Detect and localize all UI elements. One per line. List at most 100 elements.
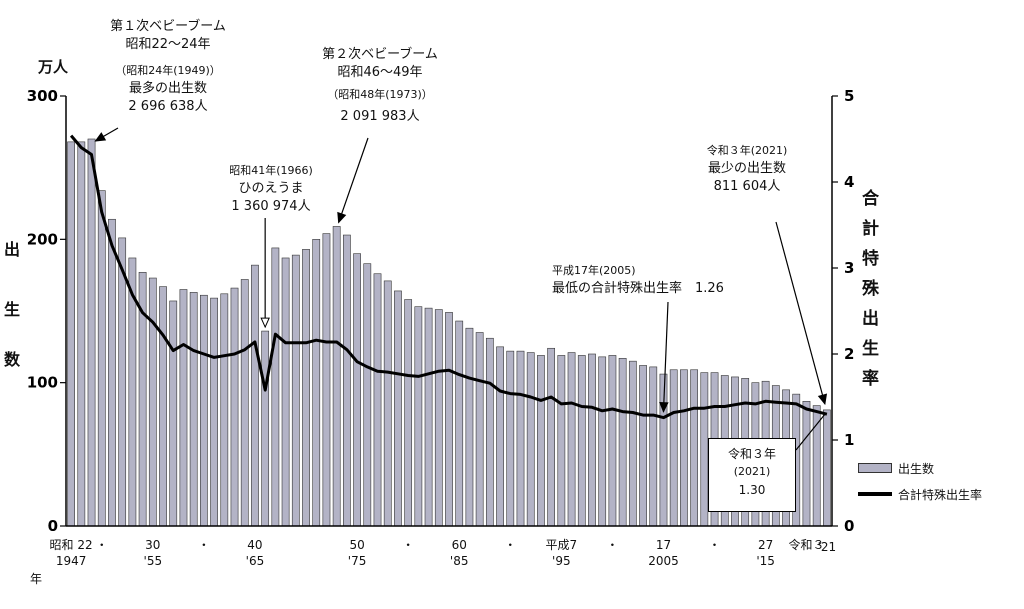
birth-bar [363, 263, 372, 527]
x-tick-label: 平成7'95 [531, 538, 591, 568]
birth-bar [649, 366, 658, 527]
birth-bar [404, 299, 413, 527]
annotation-text: 第１次ベビーブーム [110, 19, 226, 34]
annotation-text: 2 091 983人 [340, 109, 420, 124]
birth-bar [577, 355, 586, 527]
birth-bar [261, 330, 270, 527]
annotation-text: 平成17年(2005) [552, 264, 636, 277]
annotation-text: 昭和41年(1966) [229, 164, 313, 177]
annotation-text: 1 360 974人 [231, 199, 311, 214]
x-tick-label: ・ [378, 538, 438, 554]
birth-bar [567, 352, 576, 527]
birth-bar [700, 372, 709, 527]
right-tick-label: 4 [844, 173, 854, 191]
tfr-line-group [69, 134, 828, 420]
x-tick-label: '21 [797, 538, 857, 554]
left-tick-label: 0 [48, 517, 58, 535]
birth-bar [281, 257, 290, 527]
x-tick-era: 30 [145, 538, 161, 552]
left-tick-label: 200 [27, 230, 58, 248]
annotation-text: 令和３年 [727, 447, 776, 461]
birth-bar [414, 306, 423, 527]
x-tick-era: ・ [708, 538, 721, 552]
legend-label: 合計特殊出生率 [898, 487, 983, 502]
annotation-arrow-head [94, 132, 107, 142]
x-tick-label: 60'85 [429, 538, 489, 568]
annotation-text: 2 696 638人 [128, 99, 208, 114]
birth-bar [475, 332, 484, 527]
birth-bars [67, 138, 831, 527]
annotation-min2021: 令和３年(2021) 最少の出生数 811 604人 [682, 142, 812, 196]
birth-bar [383, 280, 392, 527]
annotation-arrow-line [775, 221, 826, 405]
birth-bar [342, 234, 351, 527]
right-axis-label-char: 特 [862, 249, 879, 269]
birth-bar [823, 409, 831, 527]
x-tick-year: '55 [143, 554, 163, 568]
x-tick-label: 27'15 [736, 538, 796, 568]
x-tick-year: '65 [245, 554, 265, 568]
x-axis-suffix: 年 [30, 572, 43, 586]
birth-bar [639, 365, 647, 527]
birth-bar [557, 355, 566, 527]
birth-bar [230, 287, 239, 527]
birth-bar [353, 253, 361, 527]
birth-bar [67, 141, 75, 527]
birth-bar [628, 360, 637, 527]
x-tick-label: 令和３ [776, 538, 836, 554]
x-tick-era: 40 [247, 538, 263, 552]
birth-bar [394, 290, 402, 527]
annotation-text: 1.30 [738, 483, 766, 497]
legend-item-births: 出生数 [858, 458, 982, 478]
x-tick-year: '15 [756, 554, 775, 568]
annotation-text: 第２次ベビーブーム [322, 47, 438, 62]
right-tick-label: 3 [844, 259, 854, 277]
birth-bar [332, 226, 341, 527]
annotation-arrow-head [337, 211, 347, 224]
tfr-line [69, 134, 828, 420]
left-axis-label-char: 数 [4, 350, 21, 369]
birth-bar [496, 346, 504, 527]
x-tick-label: ・ [72, 538, 132, 554]
annotation-arrow-head [817, 393, 828, 406]
annotation-text: （昭和24年(1949)） [115, 64, 221, 77]
birth-bar [659, 373, 668, 527]
annotation-text: (2021) [733, 465, 771, 478]
birth-bar [322, 233, 331, 527]
birth-bar [445, 312, 453, 527]
birth-bar [434, 309, 443, 527]
birth-bar [506, 350, 515, 527]
annotation-text: 令和３年(2021) [706, 144, 788, 157]
birth-bar [302, 249, 310, 527]
x-tick-era: 17 [655, 538, 672, 552]
annotation-arrow-head [659, 401, 669, 413]
annotation-arrow-head [260, 317, 270, 329]
x-tick-label: ・ [685, 538, 745, 554]
birth-bar [537, 355, 545, 527]
axes: 0 100 200 300 0 1 2 3 4 5 [27, 87, 855, 535]
annotation-tfr2021-box: 令和３年 (2021) 1.30 [708, 438, 796, 512]
x-tick-era: ・ [197, 538, 210, 552]
legend-label: 出生数 [898, 461, 935, 476]
x-tick-era: 令和３ [788, 538, 825, 552]
x-tick-era: 27 [757, 538, 774, 552]
annotation-text: 最低の合計特殊出生率 1.26 [552, 281, 724, 296]
birth-bar [669, 369, 678, 527]
right-tick-label: 1 [844, 431, 854, 449]
annotation-arrow-line [662, 301, 669, 412]
birth-bar [547, 347, 556, 527]
x-tick-label: 40'65 [225, 538, 285, 568]
legend: 出生数 合計特殊出生率 [858, 458, 982, 510]
birth-bar [485, 337, 494, 527]
birth-bar [148, 277, 157, 527]
x-tick-era: 平成7 [545, 538, 578, 552]
birth-bar [169, 300, 178, 527]
right-axis-label-char: 率 [862, 369, 879, 389]
birth-bar [312, 239, 321, 527]
left-tick-label: 300 [27, 87, 58, 105]
birth-bar [690, 369, 698, 527]
x-tick-era: ・ [504, 538, 517, 552]
x-tick-year: '75 [347, 554, 367, 568]
right-tick-label: 0 [844, 517, 854, 535]
